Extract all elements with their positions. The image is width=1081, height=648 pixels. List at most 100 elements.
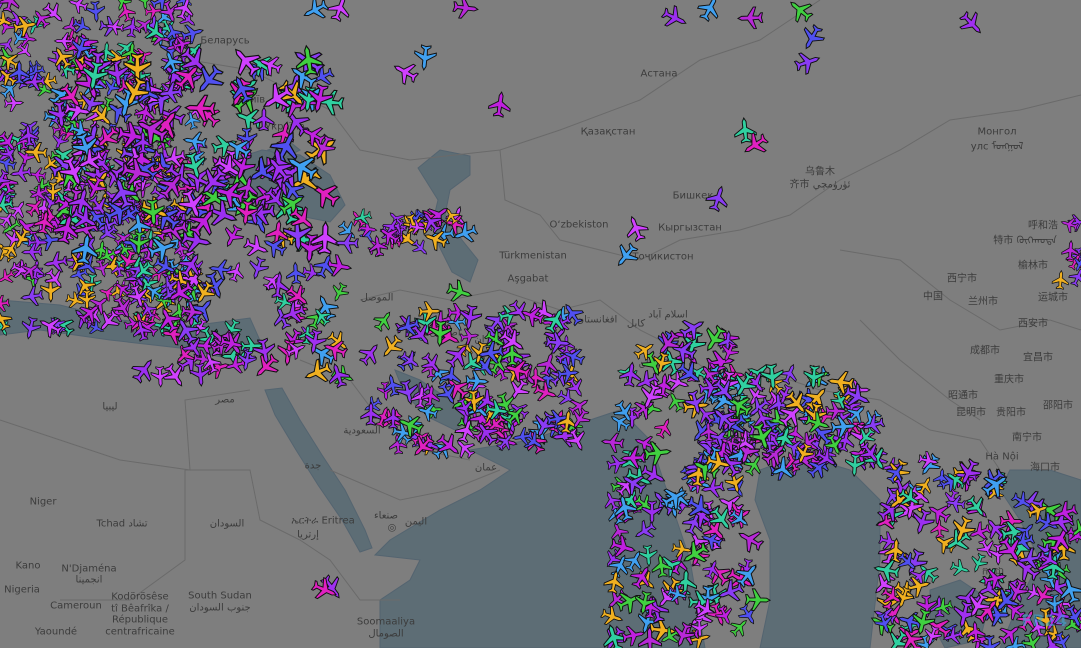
aircraft-icon[interactable] — [154, 167, 190, 203]
aircraft-icon[interactable] — [33, 209, 57, 235]
aircraft-icon[interactable] — [1014, 606, 1041, 634]
aircraft-icon[interactable] — [698, 376, 724, 399]
aircraft-icon[interactable] — [321, 336, 350, 363]
aircraft-icon[interactable] — [824, 401, 848, 421]
aircraft-icon[interactable] — [677, 313, 709, 344]
aircraft-icon[interactable] — [1036, 547, 1062, 572]
aircraft-icon[interactable] — [308, 131, 339, 163]
aircraft-icon[interactable] — [683, 491, 717, 524]
aircraft-icon[interactable] — [917, 450, 940, 471]
aircraft-icon[interactable] — [1047, 604, 1072, 627]
aircraft-icon[interactable] — [693, 402, 719, 428]
aircraft-icon[interactable] — [74, 145, 107, 176]
aircraft-icon[interactable] — [253, 106, 275, 132]
aircraft-icon[interactable] — [873, 611, 897, 636]
aircraft-icon[interactable] — [860, 413, 886, 437]
aircraft-icon[interactable] — [179, 21, 205, 46]
aircraft-icon[interactable] — [75, 298, 104, 327]
aircraft-icon[interactable] — [496, 325, 530, 358]
aircraft-icon[interactable] — [439, 364, 463, 389]
aircraft-icon[interactable] — [673, 358, 706, 390]
aircraft-icon[interactable] — [22, 71, 46, 93]
aircraft-icon[interactable] — [545, 331, 572, 354]
aircraft-icon[interactable] — [105, 18, 125, 36]
aircraft-icon[interactable] — [175, 42, 215, 82]
aircraft-icon[interactable] — [962, 589, 993, 622]
aircraft-icon[interactable] — [879, 583, 906, 609]
aircraft-icon[interactable] — [744, 393, 775, 423]
aircraft-icon[interactable] — [160, 145, 188, 171]
aircraft-icon[interactable] — [222, 133, 254, 164]
aircraft-icon[interactable] — [441, 205, 462, 227]
aircraft-icon[interactable] — [311, 251, 339, 281]
aircraft-icon[interactable] — [791, 441, 816, 467]
aircraft-icon[interactable] — [306, 175, 344, 212]
aircraft-icon[interactable] — [408, 219, 427, 236]
aircraft-icon[interactable] — [246, 255, 271, 282]
aircraft-icon[interactable] — [140, 198, 166, 227]
aircraft-icon[interactable] — [702, 557, 734, 590]
aircraft-icon[interactable] — [160, 360, 191, 391]
aircraft-icon[interactable] — [950, 600, 978, 630]
aircraft-icon[interactable] — [172, 0, 198, 22]
aircraft-icon[interactable] — [781, 387, 813, 419]
aircraft-icon[interactable] — [167, 268, 194, 293]
aircraft-icon[interactable] — [445, 278, 475, 306]
aircraft-icon[interactable] — [599, 604, 625, 629]
aircraft-icon[interactable] — [36, 312, 66, 340]
aircraft-icon[interactable] — [299, 0, 331, 25]
aircraft-icon[interactable] — [1061, 602, 1081, 631]
aircraft-icon[interactable] — [137, 298, 159, 321]
aircraft-icon[interactable] — [872, 557, 901, 583]
aircraft-icon[interactable] — [94, 220, 120, 246]
aircraft-icon[interactable] — [49, 147, 71, 166]
aircraft-icon[interactable] — [0, 195, 15, 216]
aircraft-icon[interactable] — [28, 166, 47, 184]
aircraft-icon[interactable] — [457, 304, 483, 332]
aircraft-icon[interactable] — [631, 517, 659, 544]
aircraft-icon[interactable] — [511, 427, 534, 447]
aircraft-icon[interactable] — [241, 233, 271, 262]
aircraft-icon[interactable] — [696, 361, 723, 388]
aircraft-icon[interactable] — [175, 186, 210, 223]
aircraft-icon[interactable] — [803, 410, 832, 437]
aircraft-icon[interactable] — [14, 40, 36, 62]
aircraft-icon[interactable] — [733, 117, 757, 144]
aircraft-icon[interactable] — [261, 150, 298, 187]
aircraft-icon[interactable] — [180, 225, 214, 256]
aircraft-icon[interactable] — [66, 0, 89, 15]
aircraft-icon[interactable] — [171, 34, 193, 55]
aircraft-icon[interactable] — [715, 489, 746, 519]
aircraft-icon[interactable] — [417, 207, 446, 236]
aircraft-icon[interactable] — [0, 141, 21, 166]
aircraft-icon[interactable] — [169, 231, 187, 251]
aircraft-icon[interactable] — [803, 364, 825, 390]
aircraft-icon[interactable] — [728, 369, 760, 402]
aircraft-icon[interactable] — [128, 354, 160, 387]
aircraft-icon[interactable] — [151, 253, 180, 280]
aircraft-icon[interactable] — [97, 283, 118, 303]
aircraft-icon[interactable] — [734, 524, 767, 556]
aircraft-icon[interactable] — [71, 272, 99, 301]
aircraft-icon[interactable] — [447, 302, 470, 323]
aircraft-icon[interactable] — [179, 332, 208, 361]
aircraft-icon[interactable] — [633, 590, 657, 616]
aircraft-icon[interactable] — [477, 340, 505, 366]
aircraft-icon[interactable] — [1059, 215, 1080, 234]
aircraft-icon[interactable] — [622, 213, 651, 244]
aircraft-icon[interactable] — [606, 453, 629, 474]
aircraft-icon[interactable] — [797, 22, 828, 54]
aircraft-icon[interactable] — [705, 502, 737, 535]
aircraft-icon[interactable] — [236, 349, 257, 372]
aircraft-icon[interactable] — [518, 302, 546, 328]
aircraft-icon[interactable] — [0, 294, 11, 313]
aircraft-icon[interactable] — [503, 356, 533, 383]
aircraft-icon[interactable] — [200, 269, 231, 302]
aircraft-icon[interactable] — [135, 0, 154, 11]
aircraft-icon[interactable] — [281, 147, 322, 186]
aircraft-icon[interactable] — [0, 316, 13, 339]
aircraft-icon[interactable] — [119, 156, 154, 189]
aircraft-icon[interactable] — [451, 220, 480, 247]
aircraft-icon[interactable] — [1044, 522, 1077, 556]
aircraft-icon[interactable] — [600, 432, 625, 454]
